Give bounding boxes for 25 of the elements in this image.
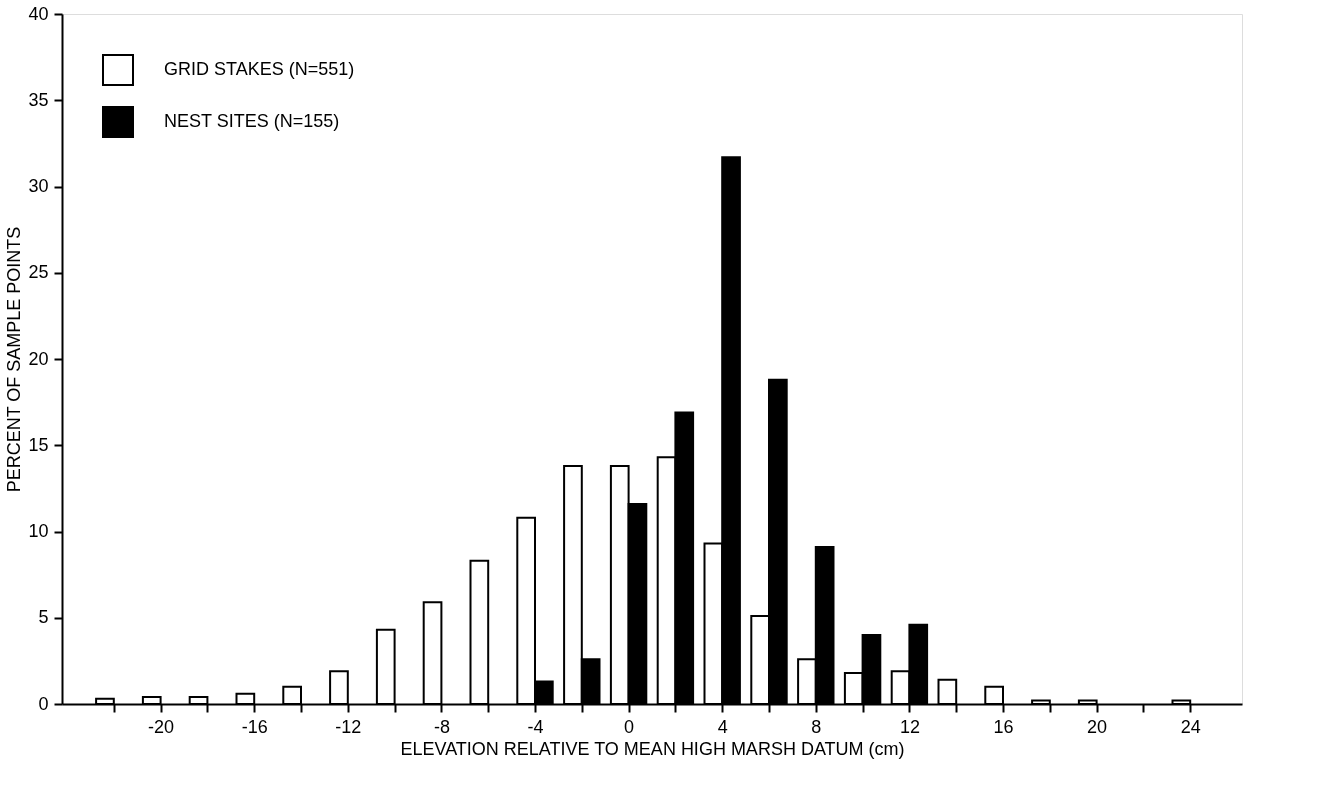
x-tick-label: 24	[1180, 716, 1201, 737]
y-tick-label: 15	[28, 434, 49, 455]
x-tick-label: -20	[148, 716, 175, 737]
y-tick-label: 40	[28, 3, 49, 24]
x-tick-label: 0	[624, 716, 635, 737]
y-tick-label: 25	[28, 262, 49, 283]
y-tick-label: 35	[28, 89, 49, 110]
x-tick-label: -16	[241, 716, 268, 737]
y-tick-label: 30	[28, 176, 49, 196]
x-axis-title: ELEVATION RELATIVE TO MEAN HIGH MARSH DATUM (cm)	[400, 738, 905, 759]
x-tick-label: -8	[433, 716, 450, 737]
x-tick-label: 20	[1087, 716, 1108, 737]
x-tick-label: 8	[811, 716, 822, 737]
x-tick-label: 16	[993, 716, 1014, 737]
y-axis-title: PERCENT OF SAMPLE POINTS	[4, 226, 25, 493]
x-tick-label: 12	[899, 716, 920, 737]
y-tick-label: 20	[28, 348, 49, 369]
y-tick-label: 5	[38, 607, 49, 628]
x-tick-label: -4	[527, 716, 544, 737]
x-tick-label: -12	[335, 716, 362, 737]
legend-label: GRID STAKES (N=551)	[164, 59, 355, 79]
y-tick-label: 10	[28, 521, 49, 541]
x-tick-label: 4	[717, 716, 728, 737]
legend-label: NEST SITES (N=155)	[164, 111, 340, 131]
y-tick-label: 0	[38, 693, 49, 714]
